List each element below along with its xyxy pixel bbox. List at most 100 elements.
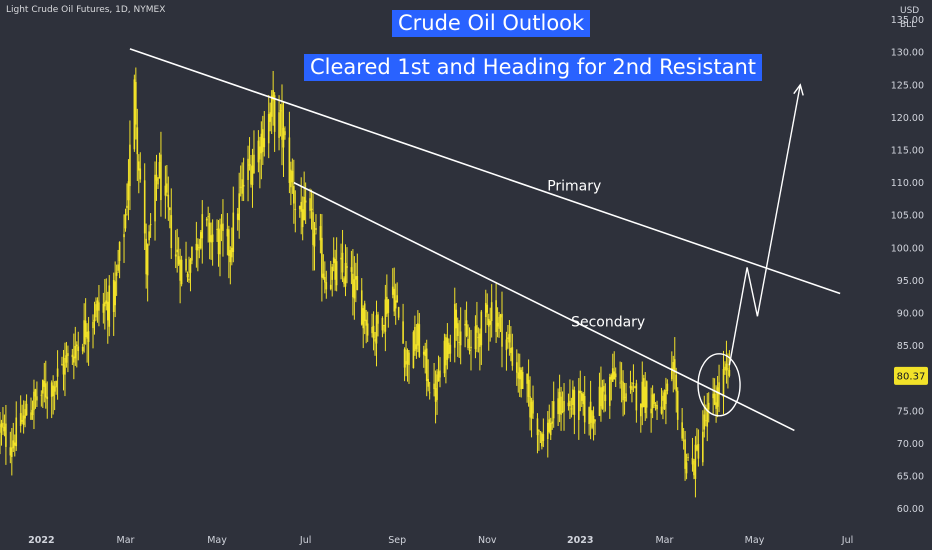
candle-body [344, 262, 347, 287]
candle-body [663, 392, 666, 410]
candle-body [127, 181, 130, 201]
candle-body [115, 272, 118, 276]
candle-body [458, 341, 460, 343]
candle-body [381, 318, 384, 331]
candle-body [640, 403, 642, 417]
candle-body [645, 381, 648, 408]
candle-body [511, 347, 514, 366]
candle-body [459, 331, 462, 346]
candle-body [179, 259, 181, 281]
candle-body [40, 394, 43, 396]
candle-body [247, 158, 249, 180]
candle-body [464, 324, 466, 326]
candle-body [208, 222, 211, 242]
candle-body [229, 250, 232, 263]
candle-body [290, 169, 292, 188]
candle-body [260, 133, 263, 154]
candle-body [312, 212, 314, 245]
price-tick-label: 100.00 [891, 243, 924, 254]
candle-body [262, 129, 264, 152]
candle-body [728, 369, 731, 376]
candle-body [412, 332, 415, 369]
candle-body [135, 81, 137, 125]
time-tick-label: Nov [478, 535, 497, 546]
candle-body [123, 234, 125, 238]
candle-body [453, 304, 456, 348]
candle-body [541, 433, 543, 447]
candle-body [428, 392, 431, 394]
candle-body [601, 387, 604, 409]
chart-subtitle: Cleared 1st and Heading for 2nd Resistan… [304, 54, 762, 81]
candle-body [706, 408, 709, 427]
candle-body [691, 458, 694, 465]
candle-body [608, 377, 611, 406]
candle-body [561, 411, 564, 413]
candle-body [341, 252, 344, 273]
candle-body [176, 249, 178, 253]
candle-body [424, 349, 427, 357]
candle-body [303, 196, 305, 221]
candle-body [158, 161, 161, 179]
candle-body [281, 104, 283, 140]
candle-body [397, 307, 400, 318]
candle-body [703, 414, 706, 430]
candle-body [304, 200, 307, 203]
price-tick-label: 70.00 [897, 439, 924, 450]
axis-unit: BLL [900, 20, 916, 30]
candle-body [362, 308, 365, 329]
price-tick-label: 105.00 [891, 211, 924, 222]
candle-body [498, 316, 500, 329]
candle-body [465, 320, 468, 336]
candle-body [375, 315, 378, 344]
candle-body [724, 366, 726, 370]
candle-body [284, 131, 286, 136]
candle-body [56, 368, 59, 377]
candle-body [563, 401, 565, 412]
candle-body [480, 311, 483, 346]
candle-body [474, 326, 477, 350]
candle-body [672, 362, 675, 370]
candle-body [114, 281, 116, 306]
candle-body [65, 355, 68, 363]
candle-body [55, 380, 57, 388]
candle-body [157, 178, 159, 185]
candle-body [614, 373, 617, 378]
candle-body [629, 385, 632, 389]
candle-body [582, 393, 585, 405]
candle-body [3, 426, 6, 432]
candle-body [288, 137, 291, 183]
chart-title: Crude Oil Outlook [392, 10, 591, 37]
candle-body [567, 402, 570, 407]
price-tick-label: 125.00 [891, 80, 924, 91]
candle-body [313, 233, 316, 247]
candle-body [53, 386, 56, 392]
candle-body [468, 349, 471, 351]
candle-body [527, 379, 530, 397]
candle-body [623, 396, 626, 398]
candle-body [532, 400, 534, 414]
candle-body [74, 345, 77, 359]
candle-body [530, 401, 533, 419]
candle-body [253, 154, 255, 174]
candle-body [228, 229, 230, 256]
time-axis: 2022 Mar May Jul Sep Nov 2023 Mar May Jul [28, 535, 853, 546]
candle-body [106, 301, 109, 321]
candle-body [694, 444, 697, 479]
candle-body [112, 280, 115, 312]
candle-body [75, 344, 78, 347]
price-tick-label: 120.00 [891, 113, 924, 124]
candle-body [81, 346, 84, 352]
candle-body [321, 237, 323, 278]
candle-body [499, 314, 502, 318]
candle-body [433, 383, 435, 390]
trendline-label-secondary: Secondary [571, 314, 645, 330]
candle-body [712, 393, 714, 399]
candle-body [174, 254, 177, 257]
candle-body [102, 303, 105, 313]
candle-body [374, 339, 376, 342]
candle-body [393, 288, 396, 312]
candle-body [98, 302, 100, 311]
candle-body [406, 350, 409, 365]
candle-body [653, 393, 655, 405]
candle-body [437, 371, 440, 382]
